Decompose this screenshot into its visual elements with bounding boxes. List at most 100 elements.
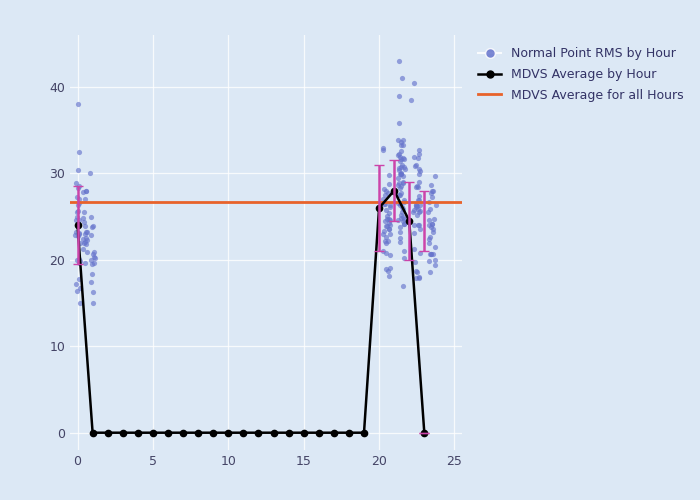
Point bbox=[84, 170, 95, 177]
Point bbox=[81, 228, 92, 236]
Point bbox=[413, 196, 424, 204]
Point bbox=[89, 254, 100, 262]
Point bbox=[73, 100, 84, 108]
Point bbox=[384, 272, 395, 280]
Point bbox=[411, 268, 422, 276]
Point bbox=[380, 206, 391, 214]
Point bbox=[380, 265, 391, 273]
Point bbox=[409, 153, 420, 161]
Point bbox=[74, 299, 85, 307]
Point bbox=[414, 222, 425, 230]
Point bbox=[399, 164, 410, 172]
Point bbox=[382, 222, 393, 230]
Point bbox=[383, 236, 394, 244]
Point bbox=[381, 186, 392, 194]
Point bbox=[413, 204, 424, 212]
Point bbox=[405, 96, 416, 104]
Point bbox=[414, 167, 426, 175]
Point bbox=[424, 236, 435, 244]
Point bbox=[398, 282, 409, 290]
Point bbox=[393, 192, 405, 200]
Point bbox=[393, 182, 404, 190]
Point bbox=[73, 228, 84, 236]
Point bbox=[393, 136, 404, 144]
Point bbox=[74, 199, 85, 207]
Point bbox=[395, 163, 407, 171]
Point bbox=[425, 250, 436, 258]
Point bbox=[380, 233, 391, 241]
Point bbox=[413, 154, 424, 162]
Point bbox=[394, 238, 405, 246]
Point bbox=[410, 182, 421, 190]
Point bbox=[71, 208, 83, 216]
Legend: Normal Point RMS by Hour, MDVS Average by Hour, MDVS Average for all Hours: Normal Point RMS by Hour, MDVS Average b… bbox=[473, 42, 690, 108]
Point bbox=[394, 153, 405, 161]
Point bbox=[377, 144, 388, 152]
Point bbox=[72, 193, 83, 201]
Point bbox=[398, 216, 409, 224]
Point bbox=[86, 270, 97, 278]
Point bbox=[425, 250, 436, 258]
Point bbox=[414, 146, 425, 154]
Point bbox=[399, 163, 410, 171]
Point bbox=[409, 229, 420, 237]
Point bbox=[411, 200, 422, 208]
Point bbox=[426, 220, 438, 228]
Point bbox=[424, 221, 435, 229]
Point bbox=[384, 220, 395, 228]
Point bbox=[89, 248, 100, 256]
Point bbox=[410, 201, 421, 209]
Point bbox=[395, 170, 407, 177]
Point bbox=[382, 190, 393, 198]
Point bbox=[379, 200, 390, 208]
Point bbox=[395, 188, 406, 196]
Point bbox=[393, 57, 405, 65]
Point bbox=[397, 136, 408, 144]
Point bbox=[81, 236, 92, 244]
Point bbox=[397, 202, 408, 210]
Point bbox=[80, 187, 92, 195]
Point bbox=[410, 258, 421, 266]
Point bbox=[394, 200, 405, 207]
Point bbox=[424, 198, 435, 206]
Point bbox=[414, 225, 426, 233]
Point bbox=[428, 187, 439, 195]
Point bbox=[408, 78, 419, 86]
Point bbox=[394, 191, 405, 199]
Point bbox=[425, 181, 436, 189]
Point bbox=[88, 259, 99, 267]
Point bbox=[414, 165, 425, 173]
Point bbox=[379, 190, 391, 198]
Point bbox=[411, 210, 422, 218]
Point bbox=[74, 182, 85, 190]
Point bbox=[424, 205, 435, 213]
Point bbox=[382, 215, 393, 223]
Point bbox=[85, 214, 97, 222]
Point bbox=[428, 250, 439, 258]
Point bbox=[80, 230, 91, 237]
Point bbox=[394, 234, 405, 242]
Point bbox=[87, 260, 98, 268]
Point bbox=[430, 243, 441, 251]
Point bbox=[73, 222, 84, 230]
Point bbox=[73, 184, 84, 192]
Point bbox=[379, 200, 391, 208]
Point bbox=[411, 274, 422, 282]
Point bbox=[398, 172, 409, 180]
Point bbox=[394, 201, 405, 209]
Point bbox=[384, 226, 395, 234]
Point bbox=[426, 193, 438, 201]
Point bbox=[398, 179, 409, 187]
Point bbox=[384, 225, 395, 233]
Point bbox=[85, 278, 97, 286]
Point bbox=[74, 257, 85, 265]
Point bbox=[384, 264, 395, 272]
Point bbox=[398, 247, 409, 255]
Point bbox=[379, 185, 390, 193]
Point bbox=[425, 268, 436, 276]
Point bbox=[396, 74, 407, 82]
Point bbox=[379, 238, 391, 246]
Point bbox=[78, 218, 90, 226]
Point bbox=[396, 182, 407, 190]
Point bbox=[397, 161, 408, 169]
